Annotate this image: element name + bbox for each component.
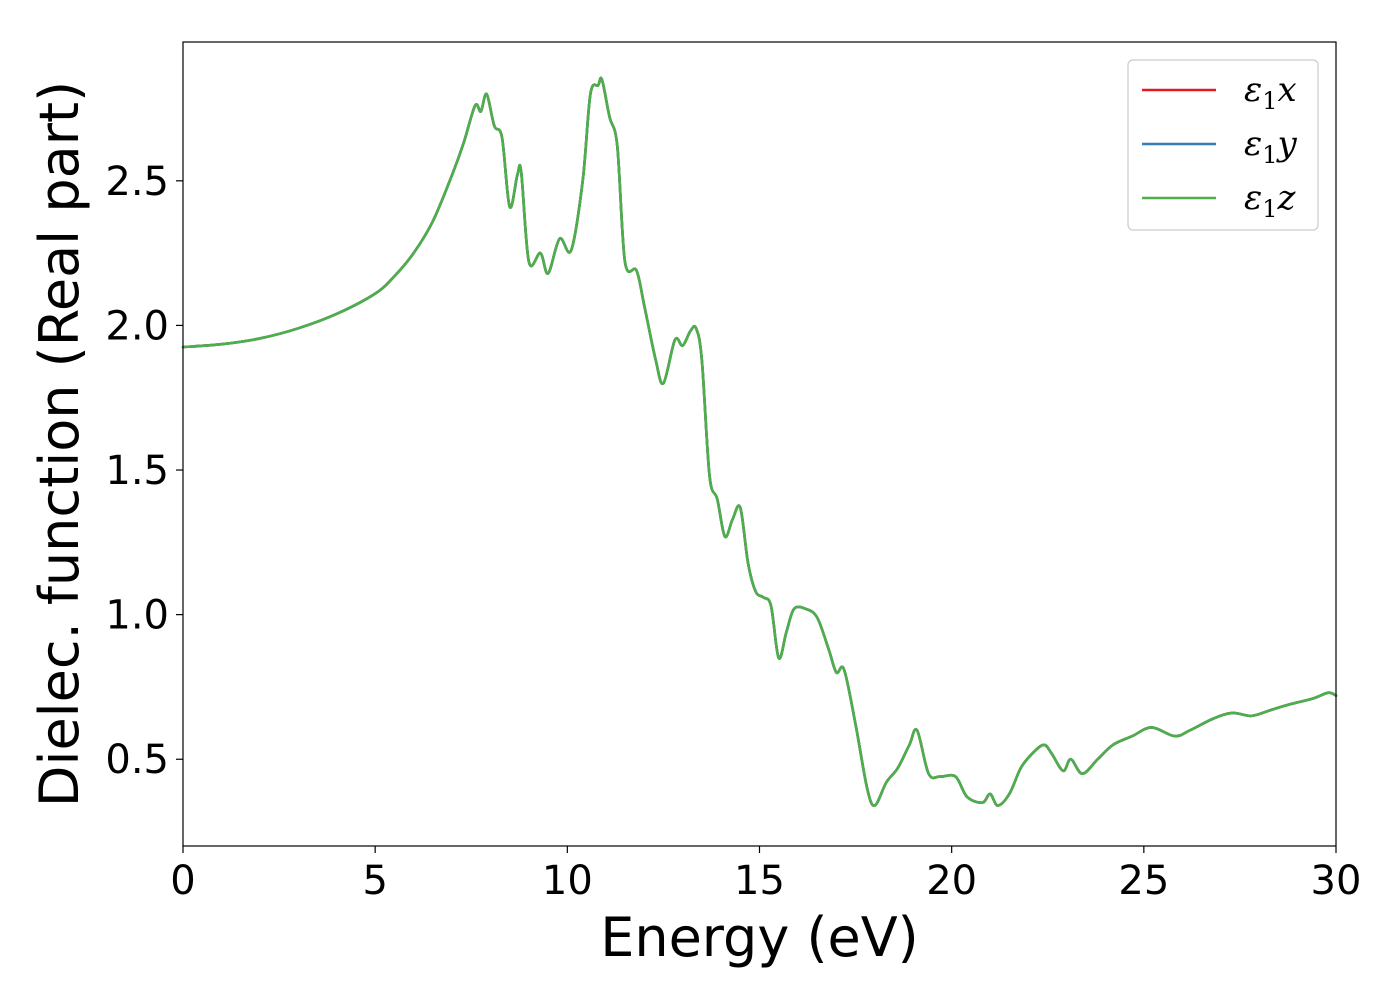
series-line-z bbox=[181, 76, 1338, 807]
x-tick-label: 10 bbox=[542, 858, 593, 904]
legend-label-x: ε1x bbox=[1244, 70, 1297, 115]
x-tick-label: 30 bbox=[1311, 858, 1362, 904]
legend-label-z: ε1z bbox=[1244, 178, 1297, 223]
y-tick-label: 2.0 bbox=[105, 303, 169, 349]
x-tick-label: 20 bbox=[926, 858, 977, 904]
x-tick-label: 15 bbox=[734, 858, 785, 904]
legend: ε1x ε1y ε1z bbox=[1127, 59, 1319, 231]
y-tick-label: 2.5 bbox=[105, 159, 169, 205]
x-axis-label: Energy (eV) bbox=[600, 906, 919, 969]
y-axis-label: Dielec. function (Real part) bbox=[28, 81, 91, 807]
legend-label-y: ε1y bbox=[1244, 124, 1298, 169]
y-tick-label: 1.5 bbox=[105, 448, 169, 494]
x-tick-label: 0 bbox=[170, 858, 195, 904]
series-layer bbox=[181, 76, 1338, 807]
y-tick-label: 0.5 bbox=[105, 737, 169, 783]
x-tick-label: 25 bbox=[1118, 858, 1169, 904]
x-tick-label: 5 bbox=[362, 858, 387, 904]
legend-box bbox=[1127, 59, 1319, 231]
ticks-layer: 0 5 10 15 20 25 30 0.5 1.0 1.5 2.0 2.5 bbox=[105, 159, 1361, 904]
y-tick-label: 1.0 bbox=[105, 593, 169, 639]
